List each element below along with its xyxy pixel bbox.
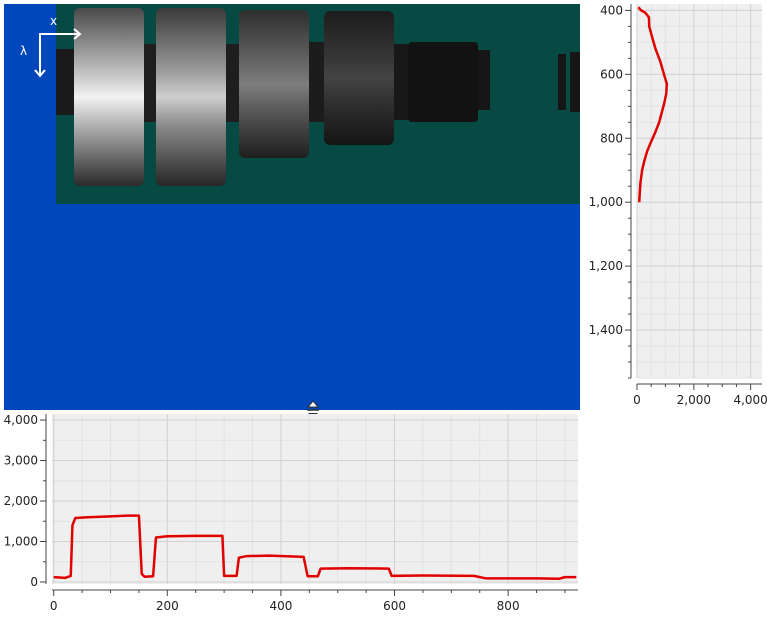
image-shaft [144, 44, 156, 122]
y-tick-label: 4,000 [4, 413, 38, 427]
y-tick-label: 400 [600, 3, 623, 17]
y-tick-label: 3,000 [4, 454, 38, 468]
image-shaft [56, 49, 74, 115]
axis-lambda-label: λ [20, 44, 28, 58]
image-roller-2 [156, 8, 226, 186]
y-tick-label: 2,000 [4, 494, 38, 508]
image-shaft [394, 44, 408, 120]
image-roller-4 [324, 11, 394, 145]
x-tick-label: 0 [50, 599, 58, 613]
axes-arrows-icon [34, 28, 82, 78]
y-tick-label: 0 [30, 575, 38, 589]
spectral-image-view[interactable]: x λ [4, 4, 580, 410]
image-shaft [226, 44, 239, 122]
horizontal-profile-plot[interactable]: 0 1,000 2,000 3,000 4,000 0 200 400 600 800 [0, 408, 580, 618]
image-shaft [558, 54, 566, 110]
x-tick-label: 600 [383, 599, 406, 613]
plot-area [637, 4, 762, 378]
x-tick-label: 400 [269, 599, 292, 613]
y-tick-label: 600 [600, 67, 623, 81]
vertical-profile-line [637, 6, 669, 203]
vertical-profile-plot[interactable]: 400 600 800 1,000 1,200 1,400 0 2,000 4,000 [582, 0, 767, 410]
axis-x-label: x [50, 14, 58, 28]
axes-indicator: x λ [20, 14, 88, 80]
image-roller-5 [408, 42, 478, 122]
plot-area [52, 414, 578, 584]
spectral-image[interactable] [56, 4, 580, 204]
x-tick-label: 0 [633, 393, 641, 407]
image-shaft [570, 52, 580, 112]
horizontal-profile-line [53, 514, 577, 580]
y-tick-label: 1,000 [4, 535, 38, 549]
x-tick-label: 200 [156, 599, 179, 613]
y-tick-label: 1,200 [589, 259, 623, 273]
image-roller-1 [74, 8, 144, 186]
y-tick-label: 1,000 [589, 195, 623, 209]
x-tick-label: 4,000 [733, 393, 767, 407]
image-roller-3 [239, 10, 309, 158]
image-shaft [309, 42, 324, 122]
y-tick-label: 800 [600, 131, 623, 145]
x-tick-label: 2,000 [677, 393, 711, 407]
y-tick-label: 1,400 [589, 323, 623, 337]
x-tick-label: 800 [497, 599, 520, 613]
image-roller-6 [478, 50, 490, 110]
